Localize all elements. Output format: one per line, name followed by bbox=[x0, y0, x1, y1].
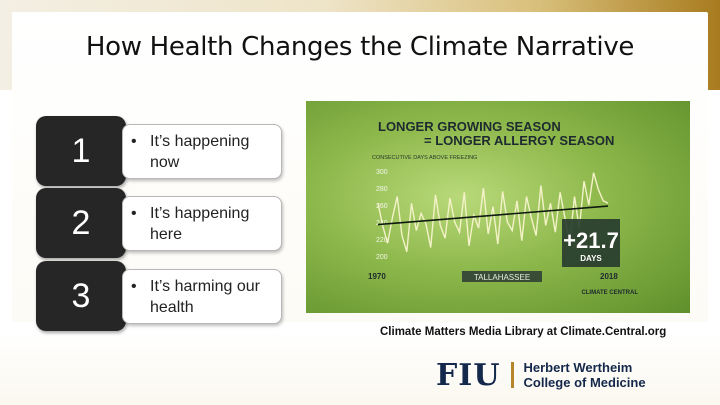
chart-trend-line bbox=[377, 205, 609, 226]
logo-line-1: Herbert Wertheim bbox=[523, 360, 633, 375]
item-card-3: • It’s harming our health bbox=[122, 269, 282, 324]
chart-y-tick-label: 220 bbox=[376, 237, 388, 244]
chart-y-tick-label: 260 bbox=[376, 203, 388, 210]
item-card-1: • It’s happening now bbox=[122, 124, 282, 179]
chart-caption: Climate Matters Media Library at Climate… bbox=[380, 326, 667, 338]
chart-y-tick-label: 280 bbox=[376, 186, 388, 193]
bullet: • bbox=[131, 205, 137, 222]
change-badge bbox=[562, 219, 620, 267]
chart-y-label: CONSECUTIVE DAYS ABOVE FREEZING bbox=[372, 155, 477, 161]
logo-line-2: College of Medicine bbox=[523, 375, 646, 390]
fiu-logo: FIU Herbert Wertheim College of Medicine bbox=[436, 357, 646, 393]
bullet: • bbox=[131, 278, 137, 295]
chart-source: CLIMATE CENTRAL bbox=[581, 290, 638, 296]
number-box-1: 1 bbox=[36, 116, 126, 186]
item-text-1: It’s happening now bbox=[150, 133, 250, 171]
location-label: TALLAHASSEE bbox=[474, 273, 530, 282]
number-box-2: 2 bbox=[36, 188, 126, 258]
number-box-3: 3 bbox=[36, 261, 126, 331]
chart-svg: LONGER GROWING SEASON = LONGER ALLERGY S… bbox=[368, 119, 638, 296]
location-badge bbox=[462, 271, 542, 282]
change-unit: DAYS bbox=[580, 254, 602, 263]
fiu-logo-mark: FIU bbox=[436, 357, 501, 393]
logo-divider bbox=[510, 362, 514, 388]
chart-title: LONGER GROWING SEASON bbox=[378, 119, 561, 134]
frame-bottom-band bbox=[0, 330, 720, 405]
growing-season-chart: LONGER GROWING SEASON = LONGER ALLERGY S… bbox=[306, 101, 690, 313]
slide-title: How Health Changes the Climate Narrative bbox=[85, 32, 635, 62]
logo-text: Herbert Wertheim College of Medicine bbox=[524, 360, 646, 390]
item-text-2: It’s happening here bbox=[150, 205, 250, 243]
change-value: +21.7 bbox=[563, 228, 619, 253]
item-text-3: It’s harming our health bbox=[150, 278, 260, 316]
bullet: • bbox=[131, 133, 137, 150]
chart-x-tick-label: 2018 bbox=[600, 272, 618, 281]
chart-y-tick-label: 300 bbox=[376, 169, 388, 176]
chart-y-tick-label: 200 bbox=[376, 254, 388, 261]
item-card-2: • It’s happening here bbox=[122, 196, 282, 251]
chart-subtitle: = LONGER ALLERGY SEASON bbox=[424, 133, 614, 148]
chart-x-tick-label: 1970 bbox=[368, 272, 386, 281]
